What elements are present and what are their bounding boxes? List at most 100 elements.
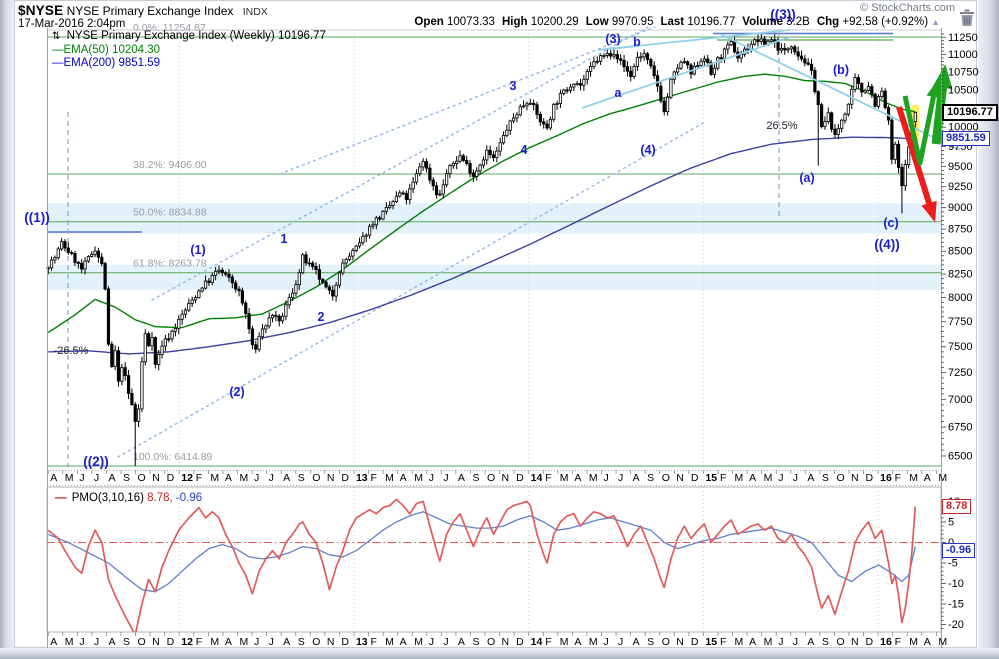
month-label: N — [502, 472, 510, 484]
wave-label: (3) — [605, 32, 620, 46]
y-tick-label: 11250 — [948, 32, 978, 44]
month-label: S — [647, 636, 654, 648]
month-label: N — [152, 636, 160, 648]
wave-label: ((2)) — [83, 454, 109, 469]
chart-datetime: 17-Mar-2016 2:04pm — [18, 17, 126, 30]
month-label: M — [65, 472, 74, 484]
pmo-signal-callout: -0.96 — [942, 543, 976, 558]
wave-label: 4 — [521, 143, 528, 157]
month-label: F — [895, 472, 901, 484]
wave-label: ((3)) — [770, 7, 796, 22]
month-label: O — [836, 636, 844, 648]
support-bands — [47, 203, 941, 290]
exchange-tag: INDX — [242, 6, 268, 18]
y-tick-label: 8500 — [948, 246, 972, 258]
pmo-tick-label: -20 — [948, 619, 964, 631]
quote-value: 10073.33 — [443, 16, 495, 28]
month-label: M — [764, 472, 773, 484]
wave-label: b — [633, 35, 641, 49]
last-price-callout: 10196.77 — [942, 104, 998, 121]
y-tick-label: 9000 — [948, 202, 972, 214]
dotted-trendlines — [117, 26, 706, 458]
fib-label: 61.8%: 8263.78 — [133, 258, 207, 270]
wave-label: (1) — [190, 243, 205, 257]
month-label: A — [749, 636, 756, 648]
legend-ema50: —EMA(50) 10204.30 — [52, 43, 161, 56]
month-label: 14 — [531, 636, 543, 648]
month-label: A — [108, 636, 115, 648]
y-tick-label: 6750 — [948, 422, 972, 434]
month-label: M — [589, 636, 598, 648]
month-label: D — [167, 636, 175, 648]
horizontal-segments — [47, 32, 893, 233]
ema200-callout: 9851.59 — [942, 131, 990, 146]
y-tick-label: 7750 — [948, 316, 972, 328]
symbol: $NYSE — [18, 3, 64, 18]
month-label: A — [574, 636, 581, 648]
quote-label: Volume — [742, 16, 783, 28]
month-label: M — [385, 636, 394, 648]
flip-axes-icon[interactable]: ⇅ — [52, 31, 61, 42]
percent-label: 26.5% — [766, 120, 797, 132]
wave-label: (a) — [799, 171, 814, 185]
month-label: F — [895, 636, 901, 648]
month-label: A — [225, 472, 232, 484]
month-label: N — [851, 472, 859, 484]
month-label: N — [327, 636, 335, 648]
month-label: A — [458, 636, 465, 648]
month-label: N — [676, 472, 684, 484]
month-label: A — [924, 472, 931, 484]
y-tick-label: 8000 — [948, 292, 972, 304]
month-label: A — [400, 636, 407, 648]
month-label: J — [778, 472, 783, 484]
wave-label: a — [615, 86, 623, 100]
wave-label: ((4)) — [874, 237, 900, 252]
y-tick-label: 8750 — [948, 224, 972, 236]
wave-label: (4) — [640, 143, 655, 157]
month-label: O — [312, 636, 320, 648]
quote-value: +92.58 (+0.92%) — [839, 16, 929, 28]
y-tick-label: 10000 — [948, 122, 979, 134]
quote-value: 9970.95 — [608, 16, 654, 28]
month-label: J — [778, 636, 783, 648]
month-label: O — [836, 472, 844, 484]
month-label: M — [589, 472, 598, 484]
chart-header: $NYSE NYSE Primary Exchange Index INDX — [18, 3, 268, 18]
y-tick-label: 11000 — [948, 49, 978, 61]
month-label: F — [196, 472, 202, 484]
month-label: M — [414, 472, 423, 484]
month-label: D — [341, 636, 349, 648]
price-legend: ⇅ NYSE Primary Exchange Index (Weekly) 1… — [52, 30, 326, 71]
month-label: S — [123, 636, 130, 648]
delete-chart-button[interactable] — [956, 5, 978, 29]
pmo-legend: — PMO(3,10,16) 8.78, -0.96 — [55, 492, 203, 504]
symbol-name: NYSE Primary Exchange Index — [66, 4, 234, 18]
month-label: A — [458, 472, 465, 484]
pmo-lines — [47, 498, 917, 632]
pmo-tick-label: -15 — [948, 599, 964, 611]
month-label: M — [239, 472, 248, 484]
month-label: M — [560, 636, 569, 648]
month-label: A — [633, 472, 640, 484]
month-label: S — [822, 636, 829, 648]
month-label: 13 — [356, 472, 368, 484]
y-tick-label: 7250 — [948, 367, 972, 379]
month-label: O — [138, 472, 146, 484]
month-label: M — [764, 636, 773, 648]
month-label: A — [924, 636, 931, 648]
month-label: A — [50, 636, 57, 648]
pmo-tick-label: 5 — [948, 517, 954, 529]
month-label: J — [618, 636, 623, 648]
month-label: S — [123, 472, 130, 484]
pmo-tick-label: -5 — [948, 558, 958, 570]
window-edge-bottom — [0, 648, 999, 659]
month-label: J — [443, 636, 448, 648]
y-tick-label: 7500 — [948, 341, 972, 353]
legend-title: NYSE Primary Exchange Index (Weekly) — [66, 30, 275, 42]
month-label: M — [938, 636, 947, 648]
month-label: J — [94, 472, 99, 484]
pmo-panel — [47, 498, 941, 632]
month-label: S — [647, 472, 654, 484]
wave-label: ((1)) — [24, 210, 50, 225]
